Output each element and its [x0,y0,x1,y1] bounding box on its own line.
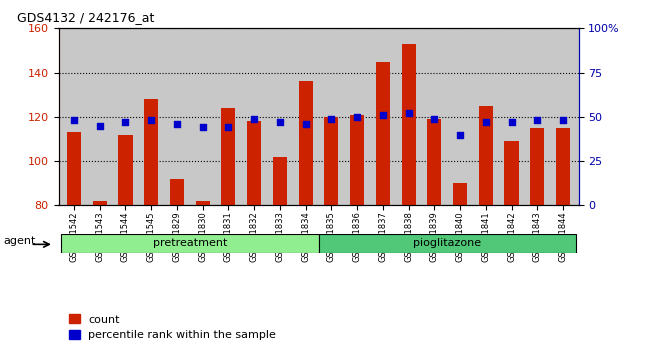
Point [429,116,439,121]
Bar [221,108,235,205]
Bar [479,106,493,205]
Text: GDS4132 / 242176_at: GDS4132 / 242176_at [17,11,154,24]
Legend: count, percentile rank within the sample: count, percentile rank within the sample [64,310,281,345]
Bar [427,119,441,205]
Bar [196,201,210,205]
Bar [402,44,416,205]
Point [378,112,388,118]
Point [455,132,465,137]
Point [275,119,285,125]
Point [198,125,208,130]
Bar [118,135,133,205]
Bar [453,183,467,205]
Point [146,118,157,123]
Point [69,118,79,123]
Point [120,119,131,125]
Point [326,116,337,121]
Point [506,119,517,125]
Bar [504,141,519,205]
Text: pretreatment: pretreatment [153,238,227,249]
Bar [67,132,81,205]
Point [404,110,414,116]
Bar [61,234,319,253]
Point [352,114,362,120]
Point [94,123,105,129]
Point [532,118,543,123]
Point [172,121,182,127]
Bar [144,99,158,205]
Bar [170,179,184,205]
Bar [530,128,545,205]
Bar [318,234,576,253]
Bar [298,81,313,205]
Point [249,116,259,121]
Point [223,125,233,130]
Point [480,119,491,125]
Text: pioglitazone: pioglitazone [413,238,481,249]
Text: agent: agent [3,236,35,246]
Bar [247,121,261,205]
Bar [376,62,390,205]
Bar [350,115,364,205]
Bar [273,156,287,205]
Bar [324,117,339,205]
Bar [556,128,570,205]
Bar [92,201,107,205]
Point [558,118,568,123]
Point [300,121,311,127]
